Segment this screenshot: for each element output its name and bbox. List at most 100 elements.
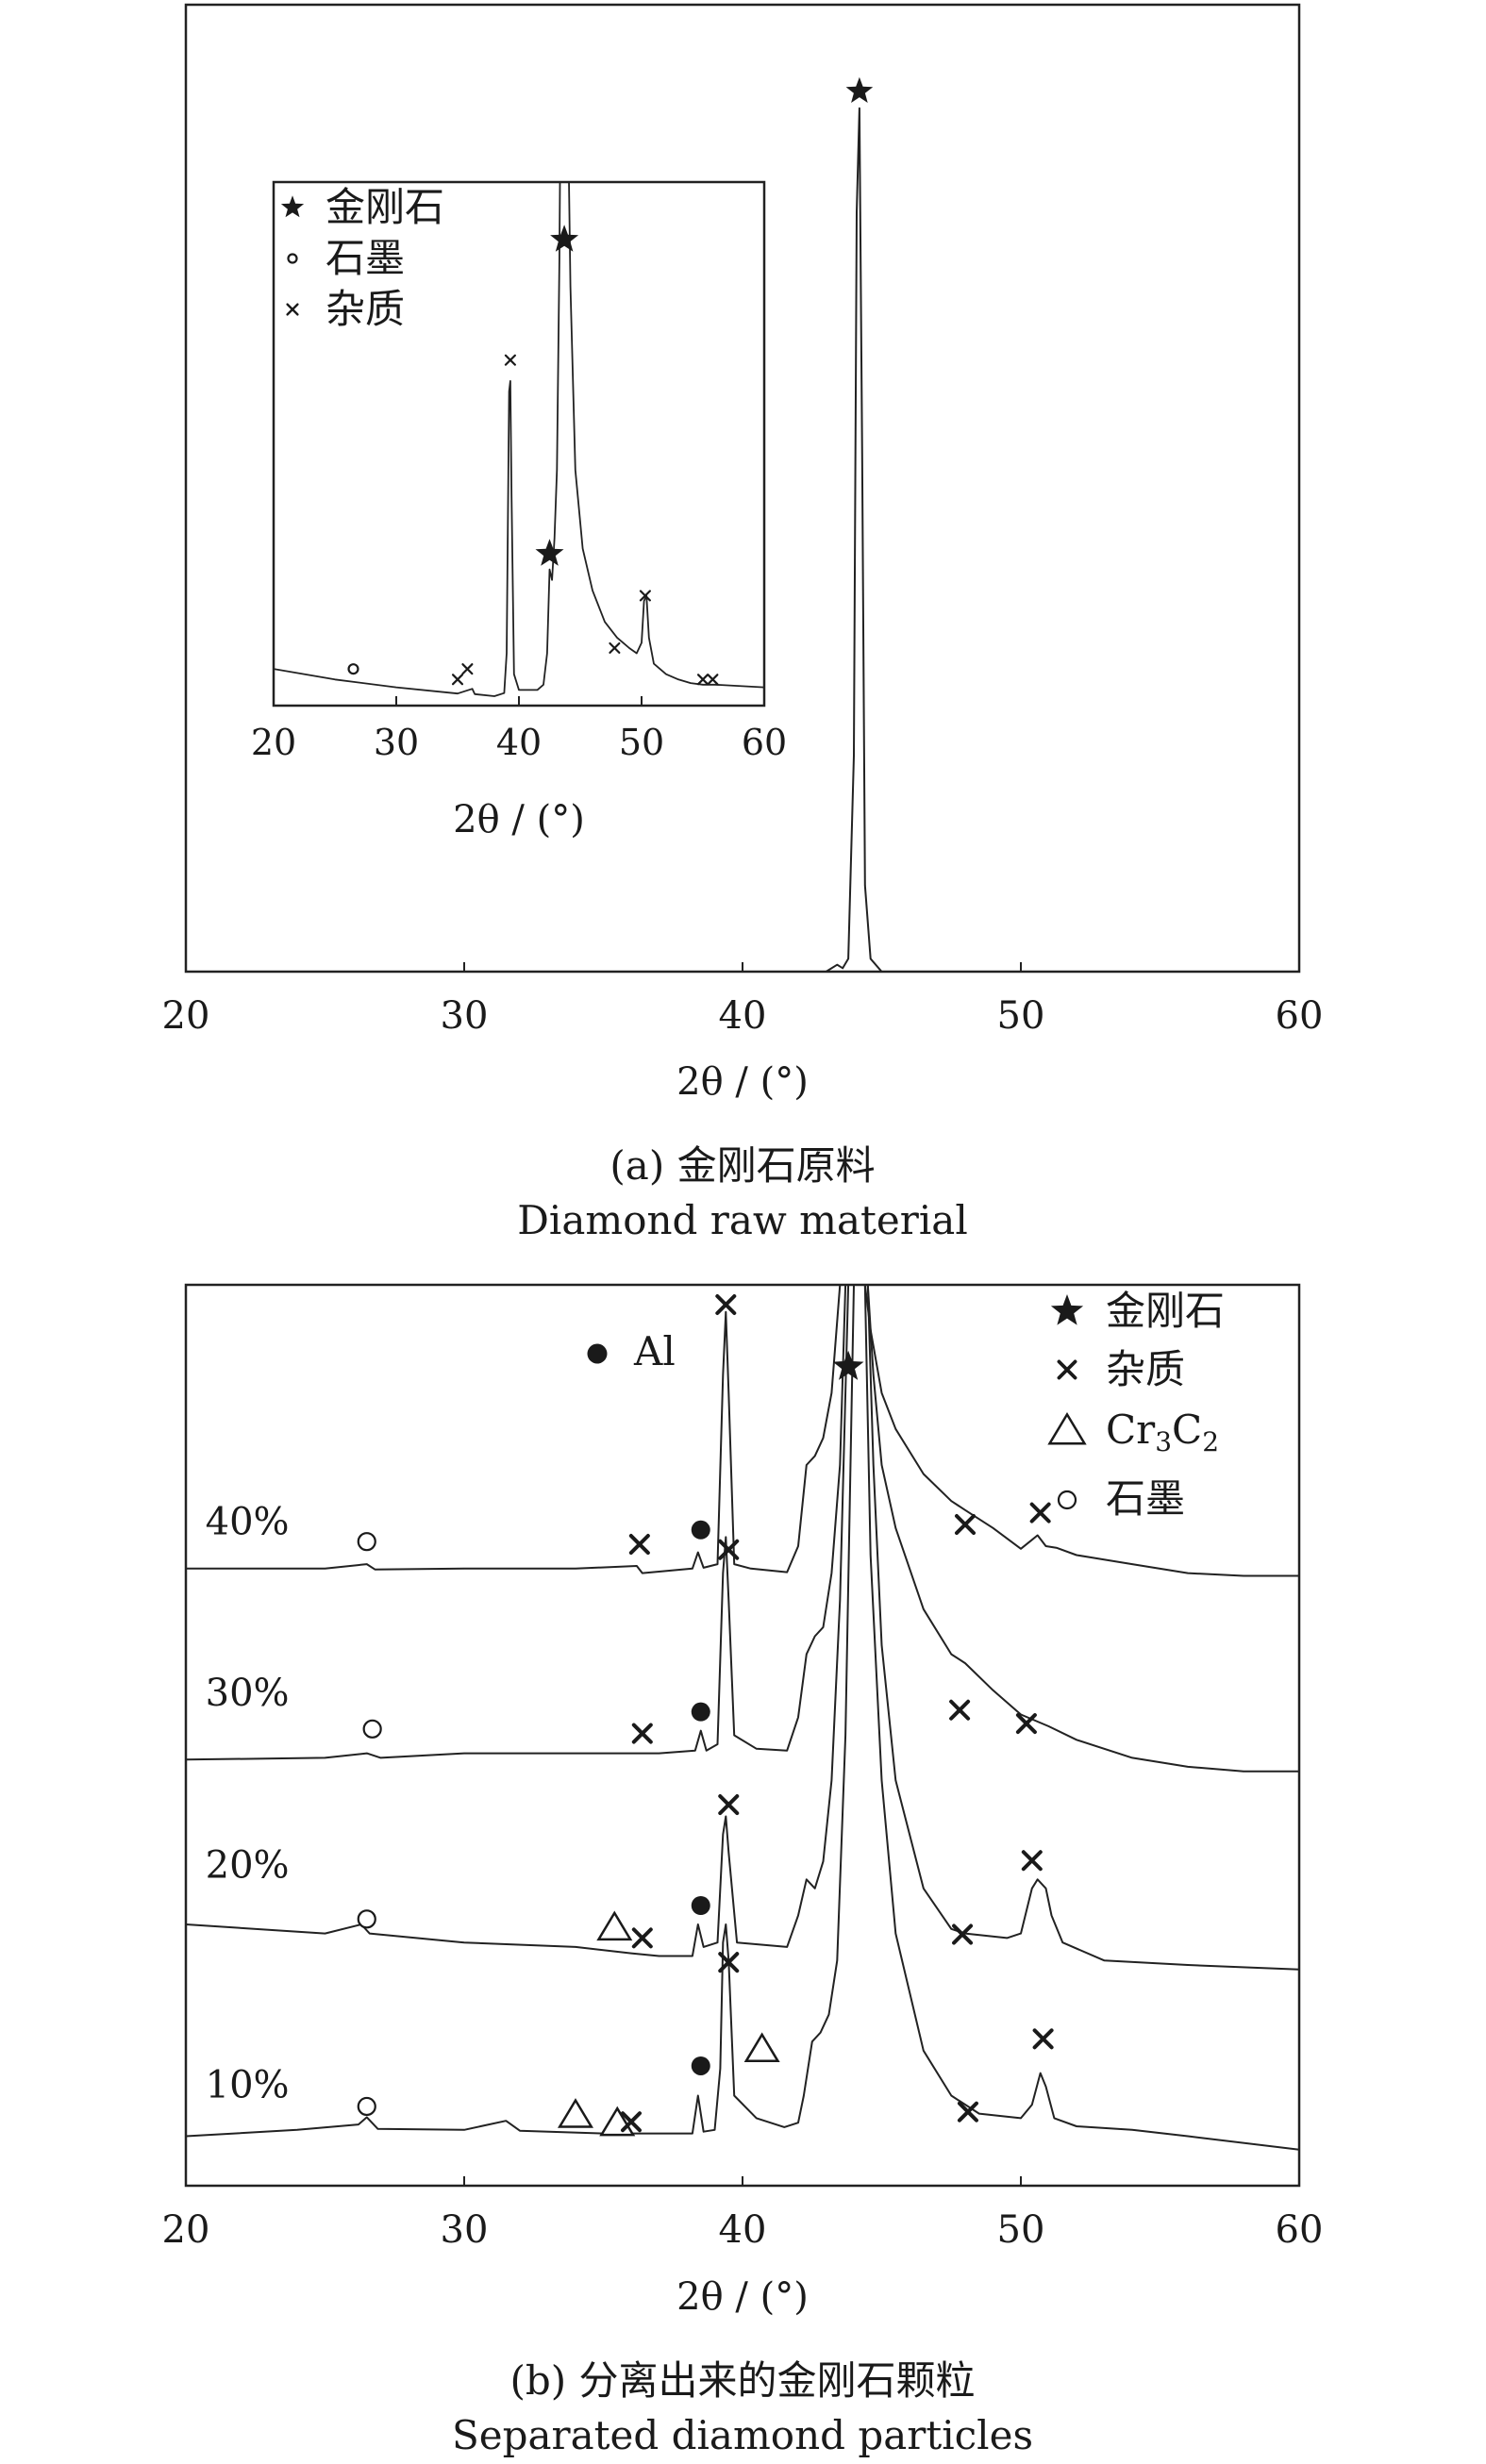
legend-label-cr3c2: Cr3C2 — [1106, 1407, 1219, 1457]
panel-b-marker-impurity-3 — [718, 1539, 740, 1560]
panel-a-marker-diamond-0 — [845, 76, 874, 103]
cr3c2-sub-2: 2 — [1202, 1426, 1219, 1457]
panel-a-tick-label-30: 30 — [441, 994, 489, 1038]
inset-legend-marker-graphite — [287, 253, 298, 264]
cr3c2-part-cr: Cr — [1106, 1407, 1156, 1453]
panel-b-marker-impurity-15 — [631, 1927, 653, 1949]
inset-legend-label-diamond: 金刚石 — [326, 184, 444, 230]
panel-a-x-axis-label: 2θ / (°) — [676, 1060, 809, 1104]
inset-marker-impurity-7 — [639, 590, 651, 602]
panel-b-tick-label-40: 40 — [719, 2208, 767, 2252]
inset-series — [274, 182, 764, 697]
inset-marker-impurity-1 — [451, 674, 464, 686]
panel-b-tick-label-60: 60 — [1276, 2208, 1324, 2252]
panel-b-marker-impurity-28 — [1032, 2028, 1054, 2050]
panel-b-x-ticks: 20 30 40 50 60 — [162, 2176, 1324, 2252]
inset-legend-marker-diamond — [280, 195, 305, 218]
legend-marker-impurity — [1057, 1359, 1077, 1380]
panel-b-marker-impurity-23 — [621, 2111, 642, 2133]
inset-legend-symbol-diamond — [280, 195, 305, 218]
series-line-40pct — [186, 1285, 1299, 1577]
panel-b-marker-diamond-5 — [832, 1350, 864, 1380]
panel-b-legend: 金刚石 杂质 Cr3C2 石墨 Al — [587, 1288, 1225, 1522]
inset-marker-impurity-8 — [696, 674, 710, 686]
inset-legend: 金刚石 石墨 杂质 — [280, 184, 444, 332]
panel-b-marker-impurity-12 — [1015, 1713, 1037, 1735]
panel-b-series-labels: 40% 30% 20% 10% — [206, 1501, 290, 2107]
legend-marker-al — [587, 1343, 608, 1364]
series-line-30pct — [186, 1285, 1299, 1773]
panel-b-tick-label-30: 30 — [441, 2208, 489, 2252]
panel-b-marker-impurity-27 — [957, 2101, 978, 2123]
inset-legend-label-graphite: 石墨 — [326, 235, 405, 281]
inset-tick-label-50: 50 — [619, 722, 664, 763]
panel-b-marker-impurity-17 — [718, 1794, 740, 1816]
inset-legend-marker-impurity — [286, 303, 299, 316]
inset-tick-label-40: 40 — [496, 722, 542, 763]
panel-b-marker-graphite-20 — [357, 2096, 376, 2117]
panel-a-series-line-0 — [186, 107, 1299, 972]
panel-b-marker-al-10 — [691, 1702, 710, 1722]
panel-b-caption-cn: (b) 分离出来的金刚石颗粒 — [509, 2357, 975, 2404]
panel-a-series — [186, 107, 1299, 972]
inset-legend-symbol-graphite — [287, 253, 298, 264]
series-label-30pct: 30% — [206, 1672, 290, 1715]
panel-b-series — [186, 1285, 1299, 2151]
cr3c2-part-c: C — [1172, 1407, 1202, 1453]
panel-b-marker-cr3c2-22 — [599, 2106, 636, 2137]
inset-series-line-0 — [274, 182, 764, 697]
legend-label-impurity: 杂质 — [1106, 1346, 1185, 1392]
legend-symbol-impurity — [1057, 1359, 1077, 1380]
panel-b-marker-graphite-13 — [357, 1909, 376, 1929]
panel-b-tick-label-20: 20 — [162, 2208, 210, 2252]
legend-marker-graphite — [1057, 1490, 1077, 1510]
panel-b-marker-al-16 — [691, 1895, 710, 1915]
panel-b: 20 30 40 50 60 40% 30% 20% 10% 2θ / (°) 金刚石 杂质 … — [162, 1283, 1324, 2458]
panel-b-marker-impurity-19 — [1021, 1850, 1043, 1872]
panel-b-x-axis-label: 2θ / (°) — [676, 2275, 809, 2319]
legend-label-graphite: 石墨 — [1106, 1475, 1185, 1522]
series-label-10pct: 10% — [206, 2063, 290, 2106]
panel-a-tick-label-20: 20 — [162, 994, 210, 1038]
series-line-20pct — [186, 1285, 1299, 1971]
panel-a-tick-label-60: 60 — [1276, 994, 1324, 1038]
legend-label-al: Al — [633, 1328, 676, 1374]
panel-a-tick-label-50: 50 — [997, 994, 1045, 1038]
panel-b-marker-impurity-7 — [1029, 1502, 1051, 1523]
legend-symbol-al — [587, 1343, 608, 1364]
cr3c2-sub-3: 3 — [1155, 1426, 1172, 1457]
panel-b-marker-graphite-0 — [357, 1532, 376, 1552]
panel-b-caption-en: Separated diamond particles — [452, 2412, 1033, 2458]
panel-b-marker-al-24 — [691, 2056, 710, 2075]
inset-marker-impurity-6 — [609, 641, 621, 654]
panel-a-x-ticks: 20 30 40 50 60 — [162, 962, 1324, 1038]
panel-b-marker-impurity-25 — [718, 1952, 740, 1973]
panel-a-inset: 20 30 40 50 60 2θ / (°) 金刚石 石墨 杂质 — [251, 180, 787, 841]
inset-legend-symbol-impurity — [286, 303, 299, 316]
panel-b-marker-graphite-8 — [362, 1719, 382, 1739]
inset-marker-diamond-5 — [550, 225, 579, 252]
inset-plot-frame — [272, 180, 766, 708]
panel-a-caption-en: Diamond raw material — [517, 1197, 968, 1243]
legend-symbol-cr3c2 — [1047, 1411, 1087, 1445]
panel-b-tick-label-50: 50 — [997, 2208, 1045, 2252]
inset-tick-label-20: 20 — [251, 722, 296, 763]
panel-a-markers — [845, 76, 874, 103]
panel-b-marker-impurity-6 — [955, 1514, 976, 1536]
panel-b-marker-cr3c2-26 — [743, 2032, 780, 2063]
legend-marker-cr3c2 — [1047, 1411, 1087, 1445]
inset-x-axis-label: 2θ / (°) — [453, 798, 585, 841]
legend-symbol-diamond — [1050, 1294, 1084, 1325]
legend-label-diamond: 金刚石 — [1106, 1288, 1225, 1334]
series-label-40pct: 40% — [206, 1501, 290, 1544]
inset-markers — [347, 225, 719, 686]
series-line-10pct — [186, 1285, 1299, 2151]
panel-a: 20 30 40 50 60 2θ / (°) 20 30 40 50 60 2θ / (°) … — [162, 3, 1324, 1243]
panel-a-caption-cn: (a) 金刚石原料 — [609, 1142, 875, 1189]
inset-legend-label-impurity: 杂质 — [326, 286, 405, 332]
inset-x-ticks: 20 30 40 50 60 — [251, 696, 787, 763]
inset-tick-label-30: 30 — [374, 722, 419, 763]
panel-a-tick-label-40: 40 — [719, 994, 767, 1038]
panel-b-markers — [357, 1294, 1054, 2137]
panel-b-marker-impurity-4 — [715, 1294, 737, 1316]
